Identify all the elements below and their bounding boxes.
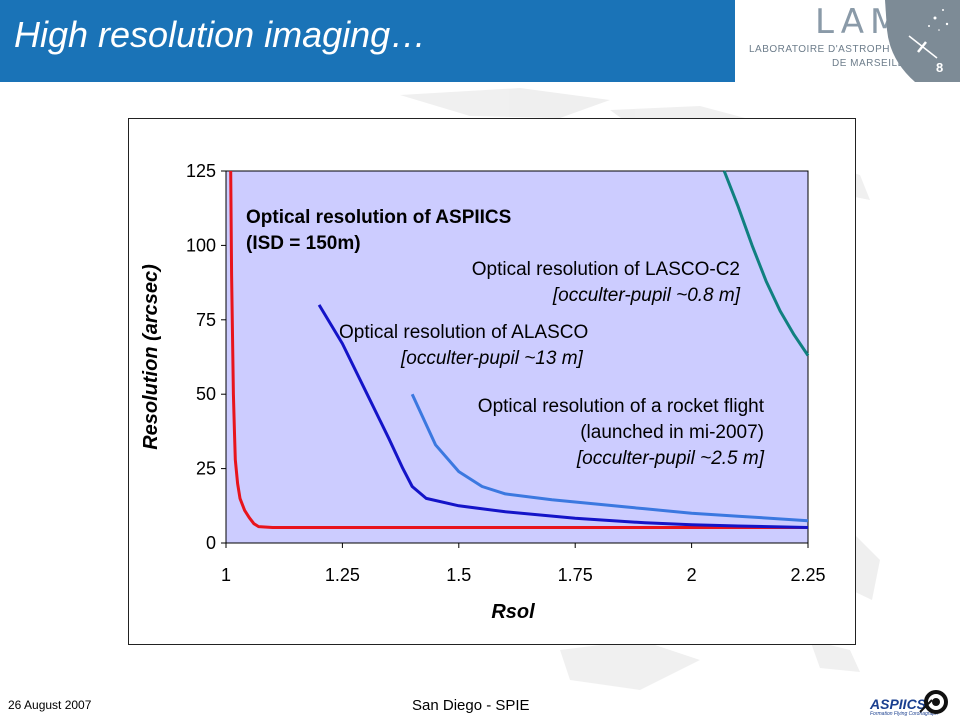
annotation-rocket-subtitle: (launched in mi-2007) [580, 422, 764, 443]
footer-venue: San Diego - SPIE [412, 697, 530, 714]
x-tick-label: 2.25 [790, 565, 825, 585]
series-line-alasco [317, 304, 809, 529]
y-tick-label: 0 [206, 533, 216, 553]
annotation-rocket-title: Optical resolution of a rocket flight [478, 396, 765, 417]
y-tick-label: 125 [186, 161, 216, 181]
annotation-lasco-c2-title: Optical resolution of LASCO-C2 [472, 259, 740, 280]
annotation-aspiics-subtitle: (ISD = 150m) [246, 233, 361, 254]
aspiics-logo: ASPIICS Formation Flying Coronagraph [868, 688, 952, 718]
slide-title: High resolution imaging… [14, 14, 427, 55]
slide-header: High resolution imaging… LAM LABORATOIRE… [0, 0, 960, 82]
aspiics-logo-text: ASPIICS [870, 696, 927, 712]
y-axis-title: Resolution (arcsec) [140, 264, 162, 450]
x-tick-label: 1.75 [558, 565, 593, 585]
series-line-rocket [410, 393, 809, 523]
annotation-alasco-title: Optical resolution of ALASCO [339, 322, 588, 343]
y-tick-label: 100 [186, 235, 216, 255]
series-line-lasco-c2 [722, 170, 810, 357]
annotation-alasco-subtitle: [occulter-pupil ~13 m] [400, 348, 584, 369]
x-tick-label: 1.5 [446, 565, 471, 585]
x-tick-label: 1 [221, 565, 231, 585]
lam-emblem-icon [885, 0, 960, 82]
series-line-aspiics [229, 170, 808, 529]
lam-logo-line1: LABORATOIRE D'ASTROPHYSIQUE [749, 44, 931, 55]
annotation-aspiics-title: Optical resolution of ASPIICS [246, 207, 511, 228]
lam-logo: LAM LABORATOIRE D'ASTROPHYSIQUE DE MARSE… [735, 0, 960, 82]
footer-date: 26 August 2007 [8, 698, 92, 712]
y-tick-label: 75 [196, 310, 216, 330]
lam-logo-name: LAM [815, 2, 906, 42]
plot-area [225, 170, 809, 544]
aspiics-logo-subtext: Formation Flying Coronagraph [870, 711, 938, 717]
y-tick-label: 25 [196, 459, 216, 479]
chart-frame: 0 25 50 75 100 125 1 1.25 1.5 1.75 2 2.25 Resoluti… [128, 118, 856, 645]
x-tick-label: 2 [687, 565, 697, 585]
x-axis-title: Rsol [491, 601, 535, 623]
annotation-rocket-note: [occulter-pupil ~2.5 m] [576, 448, 765, 469]
y-tick-label: 50 [196, 384, 216, 404]
resolution-chart: 0 25 50 75 100 125 1 1.25 1.5 1.75 2 2.25 Resoluti… [140, 161, 826, 623]
x-tick-label: 1.25 [325, 565, 360, 585]
annotation-lasco-c2-subtitle: [occulter-pupil ~0.8 m] [552, 285, 741, 306]
lam-logo-line2: DE MARSEILLE [832, 58, 911, 69]
page-number: 8 [936, 60, 944, 75]
aspiics-emblem-icon [919, 690, 948, 714]
